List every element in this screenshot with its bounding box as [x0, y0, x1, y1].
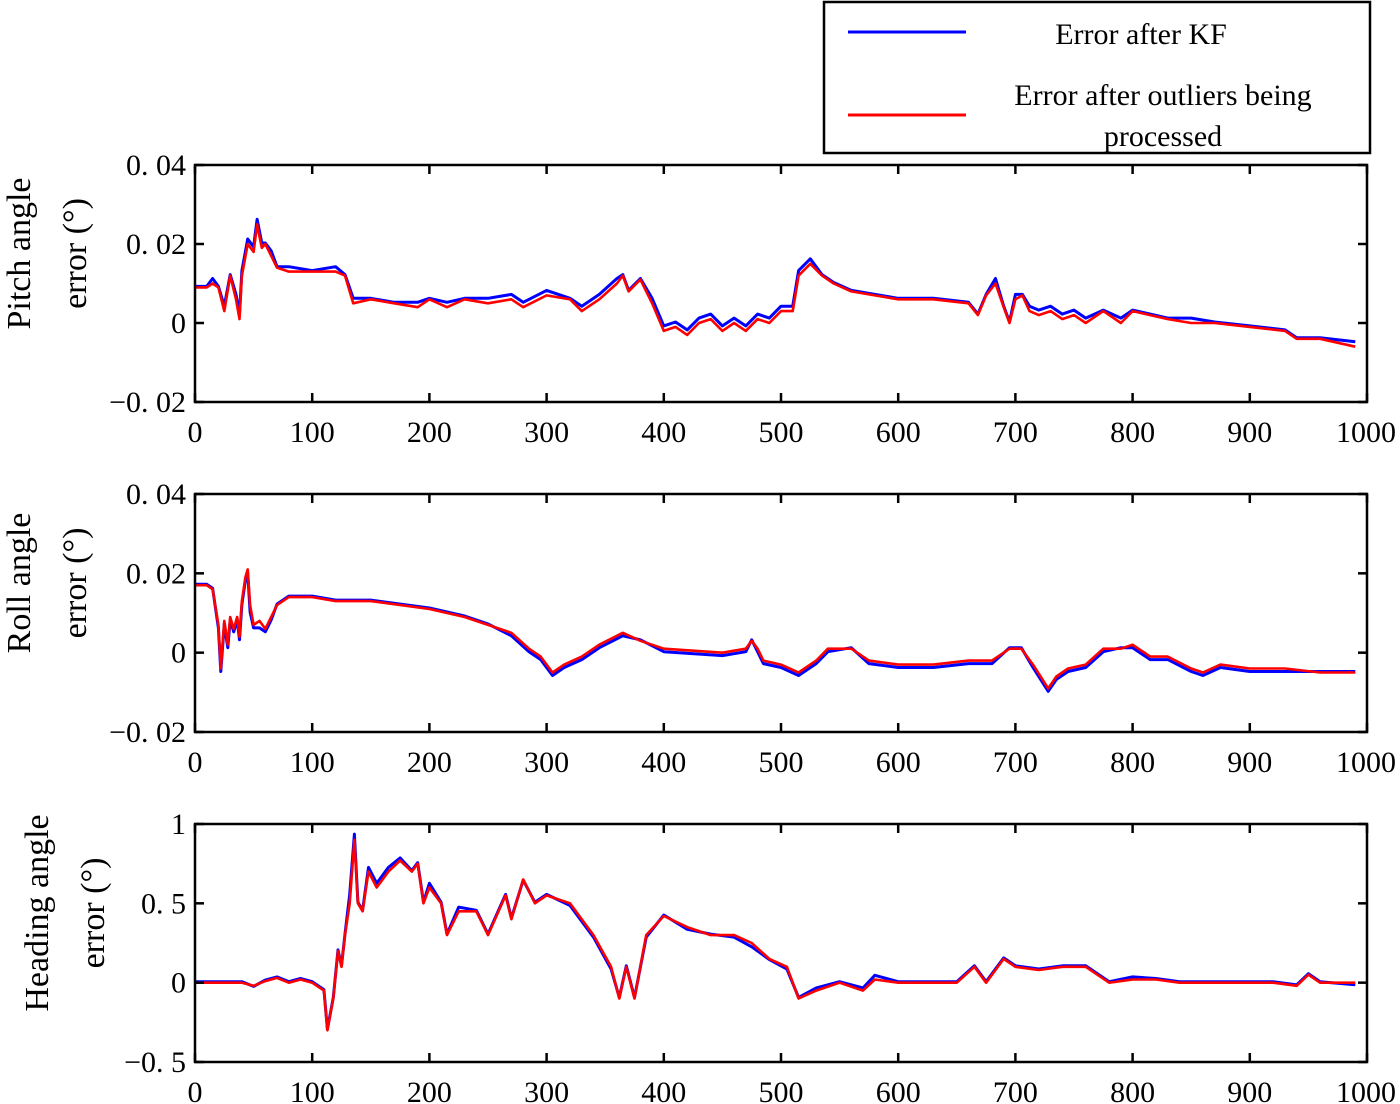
y-tick-label: −0. 5: [124, 1046, 186, 1079]
y-axis-label-line1: Heading angle: [19, 814, 56, 1011]
x-tick-label: 100: [290, 1076, 335, 1104]
y-tick-label: −0. 02: [109, 716, 186, 749]
x-tick-label: 600: [876, 1076, 921, 1104]
x-tick-label: 700: [993, 416, 1038, 449]
subplot-1: 0 100 200 300 400 500 600 700 800 900 1000 0. 04 0. …: [1, 149, 1396, 449]
x-tick-label: 400: [641, 416, 686, 449]
x-tick-label: 100: [290, 416, 335, 449]
x-tick-label: 300: [524, 1076, 569, 1104]
legend-label-processed-line1: Error after outliers being: [1014, 79, 1311, 112]
x-tick-label: 600: [876, 416, 921, 449]
y-axis-label-line2: error (°): [57, 198, 94, 309]
y-tick-label: 0. 04: [126, 149, 186, 182]
series-line-kf: [195, 832, 1356, 1031]
x-tick-label: 0: [188, 746, 203, 779]
x-tick-label: 1000: [1336, 1076, 1396, 1104]
legend-label-kf: Error after KF: [1055, 18, 1227, 51]
x-tick-label: 700: [993, 1076, 1038, 1104]
legend-label-processed-line2: processed: [1104, 120, 1222, 153]
subplot-2: 0 100 200 300 400 500 600 700 800 900 1000 0. 04 0. …: [1, 478, 1396, 779]
y-axis-label-line1: Roll angle: [1, 513, 38, 654]
x-tick-label: 500: [759, 746, 804, 779]
x-tick-label: 800: [1110, 746, 1155, 779]
y-axis-label-line1: Pitch angle: [1, 177, 38, 329]
x-tick-label: 800: [1110, 1076, 1155, 1104]
x-tick-label: 800: [1110, 416, 1155, 449]
x-tick-label: 300: [524, 746, 569, 779]
plot-frame: [193, 492, 1369, 734]
x-tick-label: 900: [1227, 416, 1272, 449]
x-tick-label: 300: [524, 416, 569, 449]
series-line-processed: [195, 838, 1356, 1032]
x-tick-label: 0: [188, 416, 203, 449]
y-tick-label: 0: [171, 307, 186, 340]
y-axis-label-line2: error (°): [75, 858, 112, 969]
y-axis-label-line2: error (°): [57, 528, 94, 639]
y-tick-label: 1: [171, 808, 186, 841]
x-tick-label: 500: [759, 416, 804, 449]
y-tick-label: 0: [171, 637, 186, 670]
series-line-kf: [195, 217, 1356, 344]
series-line-processed: [195, 223, 1356, 348]
x-tick-label: 0: [188, 1076, 203, 1104]
x-tick-label: 700: [993, 746, 1038, 779]
series-line-processed: [195, 568, 1356, 690]
x-tick-label: 1000: [1336, 746, 1396, 779]
y-tick-label: 0: [171, 967, 186, 1000]
x-tick-label: 1000: [1336, 416, 1396, 449]
y-tick-label: 0. 04: [126, 478, 186, 511]
plot-frame: [193, 822, 1369, 1064]
legend-box: [822, 0, 1372, 155]
x-tick-label: 200: [407, 746, 452, 779]
x-tick-label: 900: [1227, 1076, 1272, 1104]
x-tick-label: 400: [641, 1076, 686, 1104]
x-tick-label: 100: [290, 746, 335, 779]
y-tick-label: 0. 5: [141, 887, 186, 920]
y-tick-label: −0. 02: [109, 386, 186, 419]
plot-frame: [193, 163, 1369, 404]
x-tick-label: 600: [876, 746, 921, 779]
x-tick-label: 900: [1227, 746, 1272, 779]
x-tick-label: 400: [641, 746, 686, 779]
x-tick-label: 200: [407, 416, 452, 449]
x-tick-label: 200: [407, 1076, 452, 1104]
y-tick-label: 0. 02: [126, 557, 186, 590]
legend: Error after KF Error after outliers bein…: [822, 0, 1372, 155]
y-tick-label: 0. 02: [126, 228, 186, 261]
x-tick-label: 500: [759, 1076, 804, 1104]
series-line-kf: [195, 570, 1356, 693]
